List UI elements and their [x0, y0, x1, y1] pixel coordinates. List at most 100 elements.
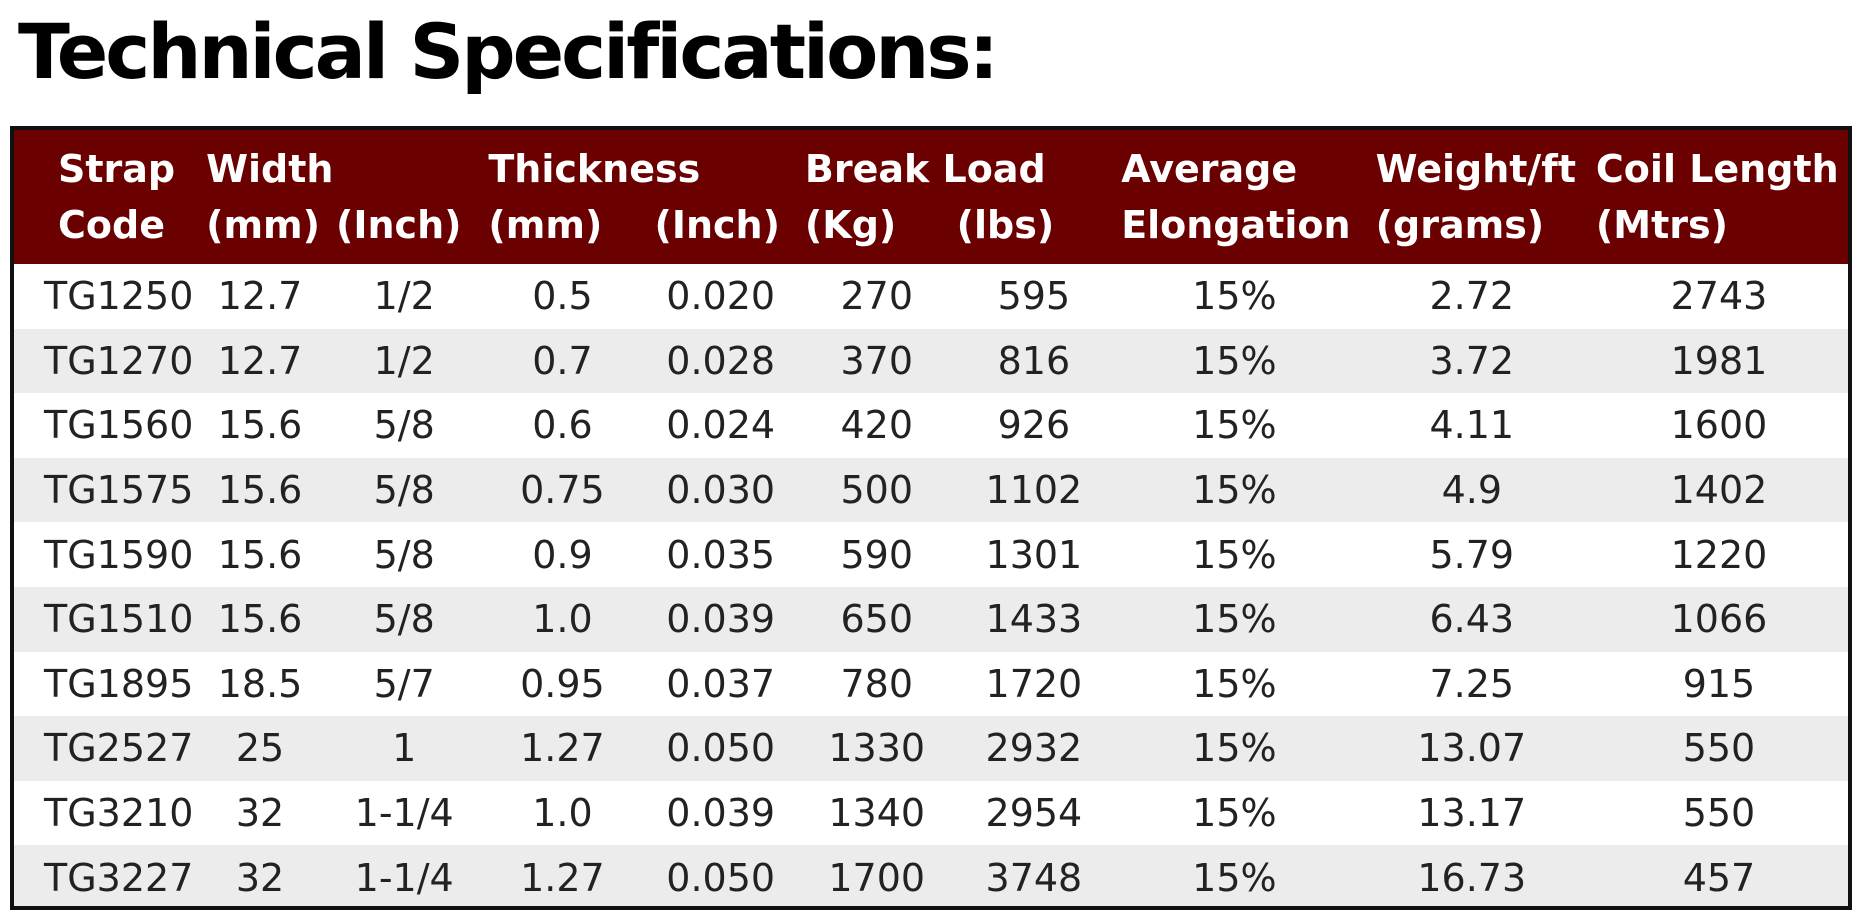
- header-strap-code: Strap Code: [58, 147, 176, 247]
- cell-coil-length: 1066: [1670, 597, 1768, 642]
- cell-break-load-kg: 590: [840, 532, 913, 577]
- cell-break-load-kg: 500: [840, 468, 913, 513]
- cell-break-load-kg: 420: [840, 403, 913, 448]
- table-row: TG1250 12.7 1/2 0.5 0.020 270 595 15% 2.72 2743: [14, 264, 1848, 329]
- cell-thickness-inch: 0.024: [666, 403, 776, 448]
- cell-width-mm: 15.6: [217, 403, 303, 448]
- header-width-mm: Width (mm): [206, 147, 334, 247]
- cell-coil-length: 2743: [1670, 274, 1768, 319]
- cell-break-load-kg: 1340: [828, 791, 926, 836]
- cell-thickness-inch: 0.039: [666, 597, 776, 642]
- table-row: TG1590 15.6 5/8 0.9 0.035 590 1301 15% 5.79 1220: [14, 522, 1848, 587]
- header-thickness-inch: (Inch): [654, 203, 780, 247]
- table-row: TG3210 32 1-1/4 1.0 0.039 1340 2954 15% 13.17 550: [14, 781, 1848, 846]
- cell-width-mm: 25: [235, 726, 285, 771]
- cell-strap-code: TG1590: [44, 532, 194, 577]
- cell-break-load-kg: 780: [840, 661, 913, 706]
- cell-break-load-kg: 1700: [828, 855, 926, 900]
- cell-weight-per-ft: 2.72: [1429, 274, 1515, 319]
- cell-average-elongation: 15%: [1192, 468, 1277, 513]
- cell-average-elongation: 15%: [1192, 532, 1277, 577]
- header-width-inch: (Inch): [335, 203, 462, 247]
- cell-thickness-inch: 0.030: [666, 468, 776, 513]
- table-header: Strap Code Width (mm) (Inch) Thickness (…: [14, 130, 1848, 264]
- cell-break-load-lbs: 2954: [985, 791, 1083, 836]
- cell-strap-code: TG1250: [44, 274, 194, 319]
- cell-break-load-lbs: 926: [997, 403, 1071, 448]
- cell-width-mm: 18.5: [217, 661, 303, 706]
- cell-width-inch: 1-1/4: [354, 855, 454, 900]
- spec-table: Strap Code Width (mm) (Inch) Thickness (…: [14, 130, 1848, 906]
- cell-width-mm: 32: [235, 855, 285, 900]
- cell-strap-code: TG2527: [44, 726, 194, 771]
- cell-width-inch: 5/8: [373, 403, 435, 448]
- cell-thickness-inch: 0.020: [666, 274, 776, 319]
- cell-width-mm: 15.6: [217, 597, 303, 642]
- header-average-elongation: Average Elongation: [1121, 147, 1351, 247]
- cell-coil-length: 1402: [1670, 468, 1768, 513]
- cell-break-load-kg: 1330: [828, 726, 926, 771]
- cell-thickness-mm: 0.5: [532, 274, 593, 319]
- header-row: Strap Code Width (mm) (Inch) Thickness (…: [14, 130, 1848, 264]
- cell-average-elongation: 15%: [1192, 855, 1277, 900]
- cell-width-inch: 5/8: [373, 532, 435, 577]
- cell-thickness-inch: 0.039: [666, 791, 776, 836]
- page-title: Technical Specifications:: [18, 7, 999, 96]
- cell-thickness-mm: 0.75: [520, 468, 605, 513]
- cell-average-elongation: 15%: [1192, 726, 1277, 771]
- header-weight-per-ft: Weight/ft (grams): [1375, 147, 1576, 247]
- cell-thickness-mm: 0.6: [532, 403, 593, 448]
- cell-thickness-mm: 0.7: [532, 338, 593, 383]
- cell-width-inch: 5/8: [373, 468, 435, 513]
- cell-break-load-lbs: 595: [997, 274, 1071, 319]
- cell-weight-per-ft: 5.79: [1429, 532, 1515, 577]
- cell-coil-length: 457: [1682, 855, 1756, 900]
- cell-strap-code: TG3227: [44, 855, 194, 900]
- cell-coil-length: 915: [1682, 661, 1756, 706]
- cell-break-load-lbs: 1433: [985, 597, 1083, 642]
- table-row: TG1560 15.6 5/8 0.6 0.024 420 926 15% 4.11 1600: [14, 393, 1848, 458]
- cell-thickness-inch: 0.035: [666, 532, 776, 577]
- cell-break-load-lbs: 3748: [985, 855, 1083, 900]
- table-row: TG3227 32 1-1/4 1.27 0.050 1700 3748 15% 16.73 45…: [14, 845, 1848, 906]
- cell-break-load-lbs: 816: [997, 338, 1071, 383]
- cell-coil-length: 1220: [1670, 532, 1768, 577]
- cell-thickness-inch: 0.050: [666, 855, 776, 900]
- cell-thickness-inch: 0.050: [666, 726, 776, 771]
- cell-break-load-kg: 270: [840, 274, 913, 319]
- cell-strap-code: TG1510: [44, 597, 194, 642]
- table-row: TG1270 12.7 1/2 0.7 0.028 370 816 15% 3.72 1981: [14, 328, 1848, 394]
- cell-break-load-lbs: 1102: [985, 468, 1083, 513]
- cell-thickness-mm: 1.0: [532, 791, 593, 836]
- table-row: TG1510 15.6 5/8 1.0 0.039 650 1433 15% 6.43 1066: [14, 586, 1848, 652]
- cell-weight-per-ft: 16.73: [1417, 855, 1527, 900]
- header-break-load-lbs: (lbs): [956, 203, 1055, 247]
- cell-width-inch: 5/8: [373, 597, 435, 642]
- cell-break-load-lbs: 1301: [985, 532, 1083, 577]
- header-thickness-mm: Thickness (mm): [488, 147, 701, 247]
- cell-thickness-mm: 1.0: [532, 597, 593, 642]
- cell-weight-per-ft: 13.07: [1417, 726, 1527, 771]
- cell-weight-per-ft: 6.43: [1429, 597, 1515, 642]
- cell-break-load-kg: 650: [840, 597, 913, 642]
- cell-average-elongation: 15%: [1192, 274, 1277, 319]
- cell-coil-length: 1600: [1670, 403, 1768, 448]
- cell-average-elongation: 15%: [1192, 403, 1277, 448]
- cell-width-inch: 5/7: [373, 661, 435, 706]
- cell-width-mm: 12.7: [217, 274, 303, 319]
- table-row: TG2527 25 1 1.27 0.050 1330 2932 15% 13.07 550: [14, 716, 1848, 781]
- cell-strap-code: TG1560: [44, 403, 194, 448]
- cell-weight-per-ft: 7.25: [1429, 661, 1515, 706]
- cell-average-elongation: 15%: [1192, 597, 1277, 642]
- cell-width-inch: 1/2: [373, 274, 435, 319]
- cell-coil-length: 550: [1682, 726, 1756, 771]
- cell-average-elongation: 15%: [1192, 338, 1277, 383]
- cell-width-inch: 1: [392, 726, 417, 771]
- cell-break-load-lbs: 2932: [985, 726, 1083, 771]
- header-coil-length: Coil Length (Mtrs): [1595, 147, 1839, 247]
- cell-average-elongation: 15%: [1192, 661, 1277, 706]
- cell-coil-length: 1981: [1670, 338, 1768, 383]
- cell-break-load-lbs: 1720: [985, 661, 1083, 706]
- cell-break-load-kg: 370: [840, 338, 913, 383]
- cell-strap-code: TG1895: [44, 661, 194, 706]
